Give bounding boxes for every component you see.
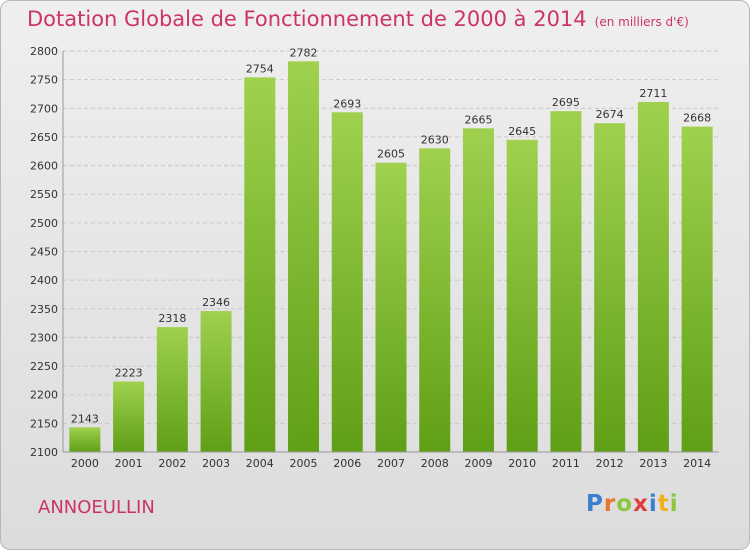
data-label-2012: 2674 — [596, 108, 624, 121]
data-label-2000: 2143 — [71, 412, 99, 425]
data-label-2003: 2346 — [202, 296, 230, 309]
bar-2010 — [506, 139, 538, 453]
x-tick-label-2009: 2009 — [464, 457, 492, 470]
x-tick-label-2000: 2000 — [71, 457, 99, 470]
bar-2007 — [375, 162, 407, 452]
bar-2003 — [200, 311, 232, 452]
bar-2006 — [331, 112, 363, 452]
data-label-2007: 2605 — [377, 148, 405, 161]
bar-2000 — [69, 427, 101, 452]
data-label-2011: 2695 — [552, 96, 580, 109]
x-tick-label-2014: 2014 — [683, 457, 711, 470]
x-tick-label-2003: 2003 — [202, 457, 230, 470]
logo-letter: x — [633, 491, 649, 517]
chart-title: Dotation Globale de Fonctionnement de 20… — [27, 7, 689, 31]
data-label-2006: 2693 — [333, 97, 361, 110]
logo-letter: t — [657, 491, 670, 517]
x-tick-label-2010: 2010 — [508, 457, 536, 470]
data-label-2009: 2665 — [464, 113, 492, 126]
x-tick-label-2005: 2005 — [290, 457, 318, 470]
chart-subtitle: (en milliers d'€) — [594, 15, 689, 29]
proxiti-logo[interactable]: Proxiti — [586, 491, 679, 517]
bar-2014 — [681, 126, 713, 453]
y-tick-label: 2100 — [30, 446, 58, 459]
bar-2004 — [244, 77, 276, 452]
x-tick-label-2001: 2001 — [115, 457, 143, 470]
y-tick-label: 2250 — [30, 360, 58, 373]
y-tick-label: 2800 — [30, 45, 58, 58]
logo-letter: o — [616, 491, 634, 517]
y-tick-label: 2700 — [30, 102, 58, 115]
data-label-2002: 2318 — [158, 312, 186, 325]
y-tick-label: 2300 — [30, 331, 58, 344]
x-tick-label-2011: 2011 — [552, 457, 580, 470]
x-tick-label-2002: 2002 — [158, 457, 186, 470]
data-label-2001: 2223 — [115, 367, 143, 380]
logo-letter: i — [648, 491, 658, 517]
data-label-2014: 2668 — [683, 112, 711, 125]
data-label-2010: 2645 — [508, 125, 536, 138]
x-tick-label-2008: 2008 — [421, 457, 449, 470]
labels: 2143 2223 2318 2346 2754 2782 2693 2605 2630 2665… — [71, 46, 711, 425]
bar-2002 — [156, 327, 188, 452]
data-label-2013: 2711 — [639, 87, 667, 100]
data-label-2004: 2754 — [246, 62, 274, 75]
y-tick-label: 2200 — [30, 389, 58, 402]
logo-letter: r — [603, 491, 617, 517]
bars — [69, 61, 713, 453]
logo-letter: i — [669, 491, 679, 517]
x-tick-label-2013: 2013 — [639, 457, 667, 470]
y-tick-label: 2500 — [30, 217, 58, 230]
data-label-2005: 2782 — [290, 46, 318, 59]
x-tick-label-2004: 2004 — [246, 457, 274, 470]
y-tick-label: 2450 — [30, 246, 58, 259]
y-tick-label: 2650 — [30, 131, 58, 144]
bar-2013 — [637, 101, 669, 452]
x-tick-label-2007: 2007 — [377, 457, 405, 470]
bar-2009 — [462, 128, 494, 452]
y-tick-label: 2600 — [30, 160, 58, 173]
y-tick-label: 2400 — [30, 274, 58, 287]
chart-title-text: Dotation Globale de Fonctionnement de 20… — [27, 7, 587, 31]
bar-2011 — [550, 111, 582, 453]
y-tick-label: 2150 — [30, 417, 58, 430]
bar-2001 — [113, 381, 145, 452]
place-name: ANNOEULLIN — [38, 497, 155, 518]
y-tick-label: 2750 — [30, 74, 58, 87]
bar-2008 — [419, 148, 451, 452]
y-tick-label: 2550 — [30, 188, 58, 201]
y-tick-label: 2350 — [30, 303, 58, 316]
bar-2005 — [288, 61, 320, 452]
x-tick-label-2006: 2006 — [333, 457, 361, 470]
data-label-2008: 2630 — [421, 133, 449, 146]
x-tick-label-2012: 2012 — [596, 457, 624, 470]
logo-letter: P — [586, 491, 604, 517]
bar-2012 — [594, 123, 626, 453]
axes: 2100 2150 2200 2250 2300 2350 2400 2450 2500 2550… — [30, 45, 719, 470]
